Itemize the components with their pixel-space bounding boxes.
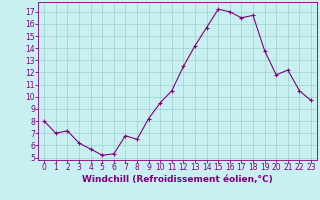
X-axis label: Windchill (Refroidissement éolien,°C): Windchill (Refroidissement éolien,°C) [82, 175, 273, 184]
